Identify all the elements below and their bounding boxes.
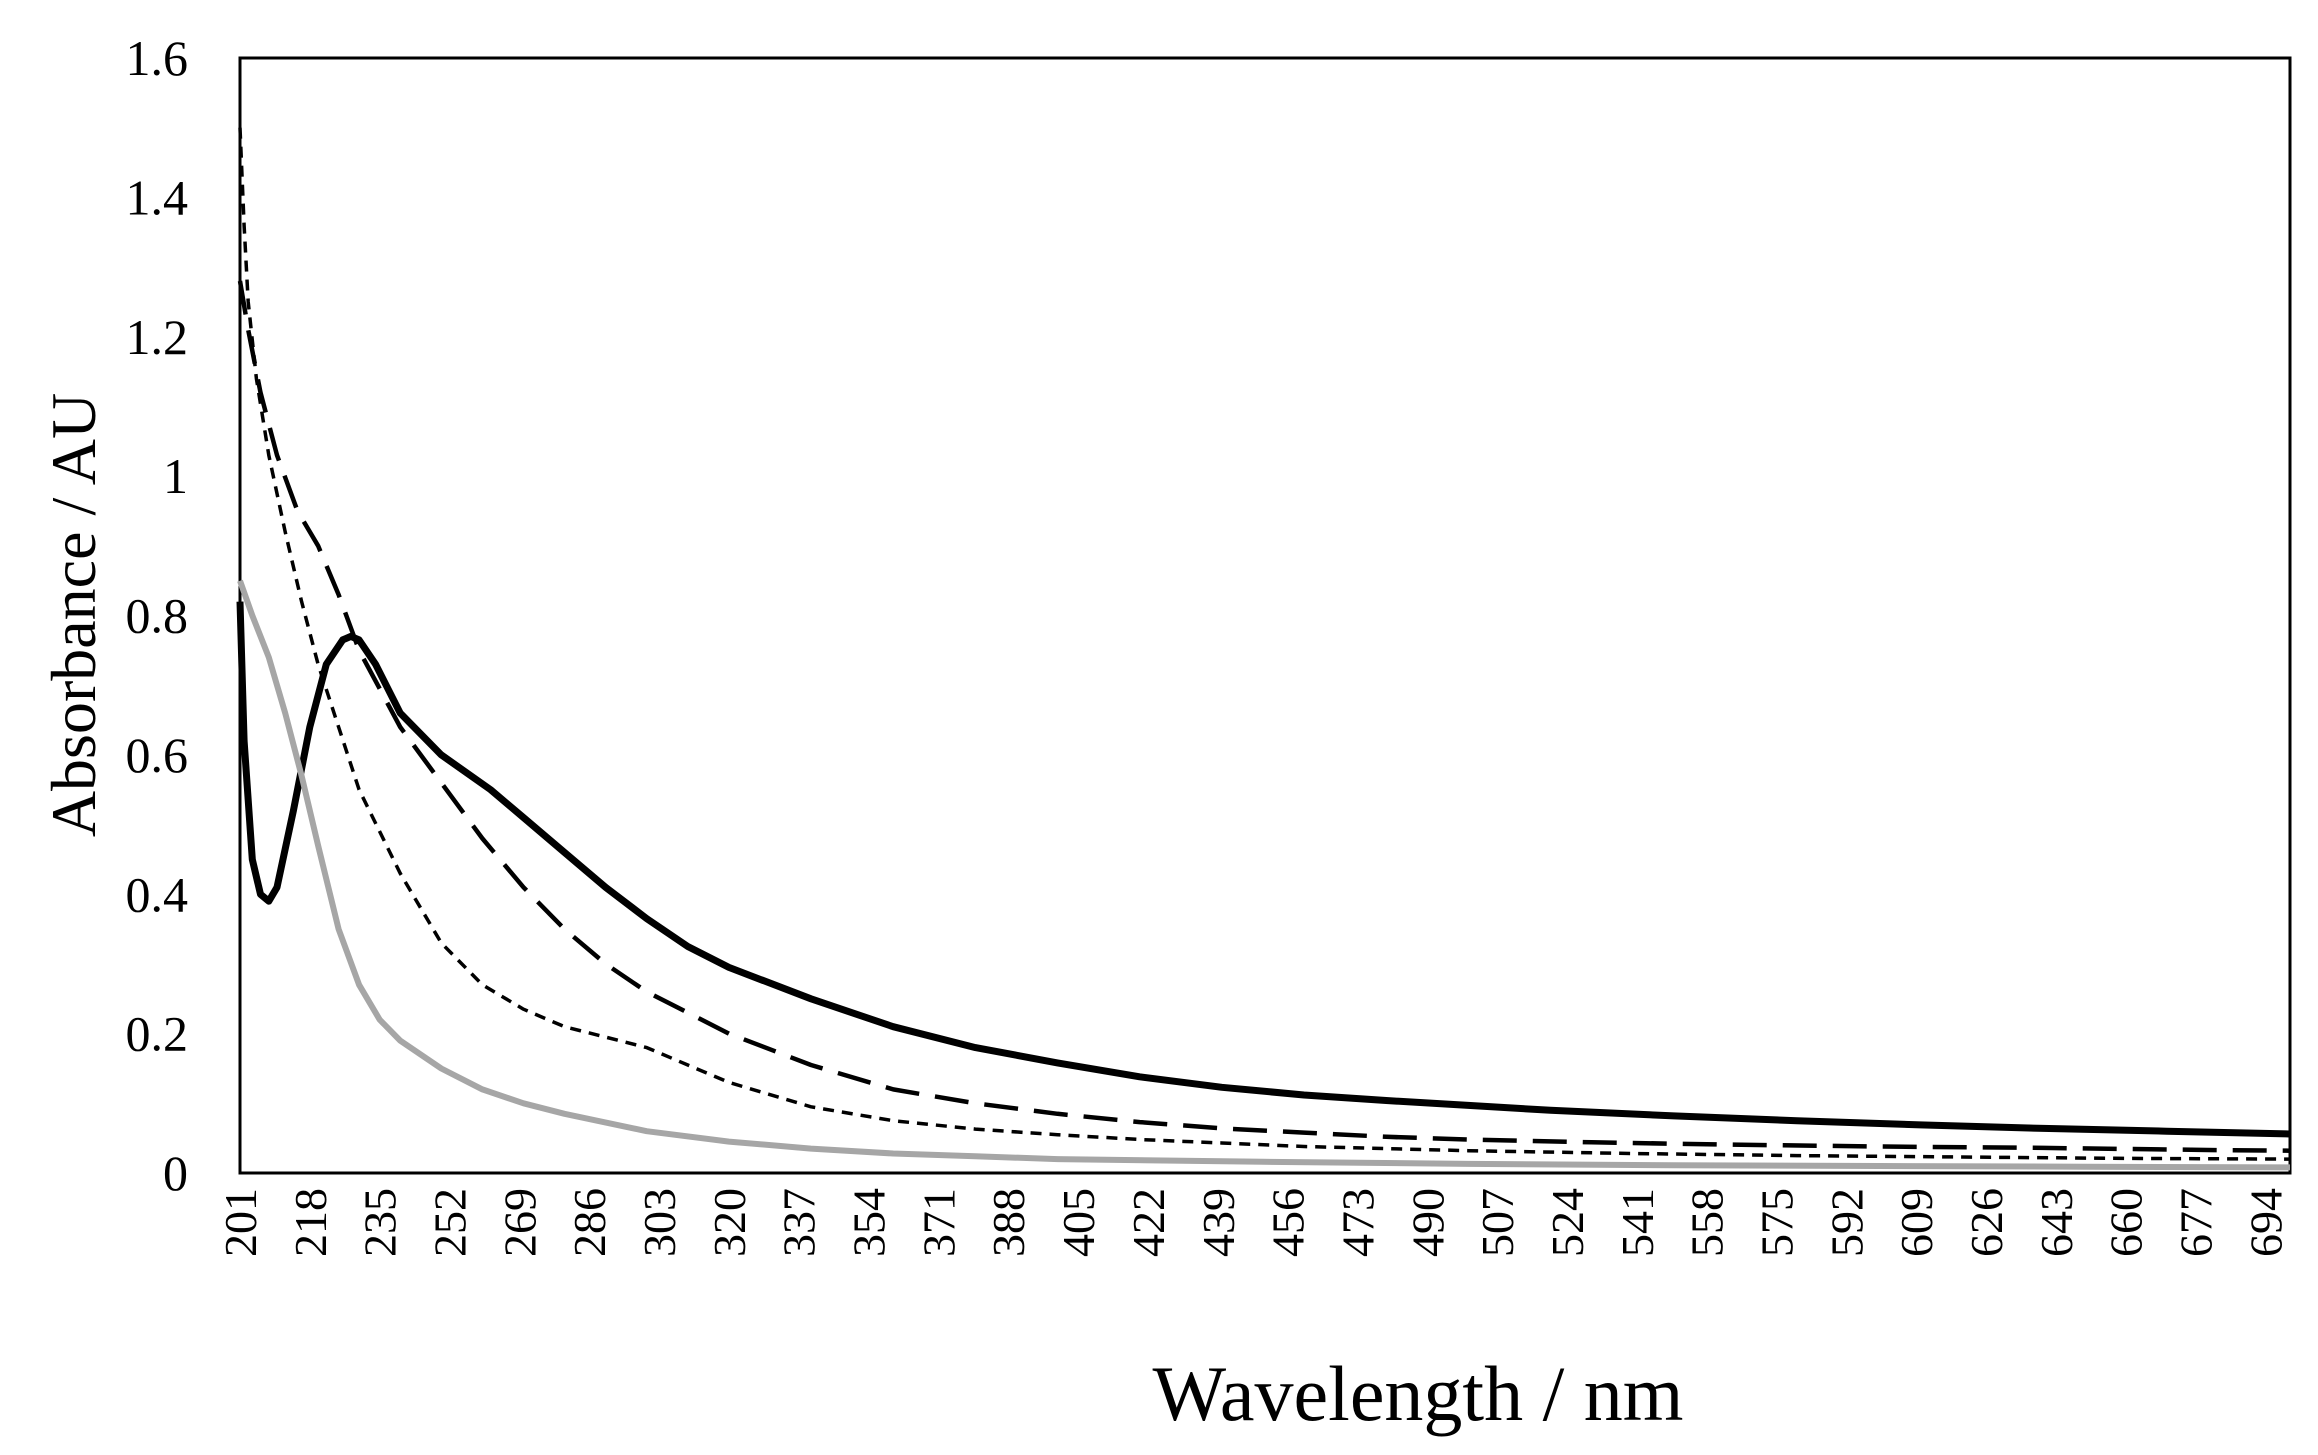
x-tick-label: 694 xyxy=(2240,1188,2291,1257)
x-tick-label: 456 xyxy=(1263,1188,1314,1257)
y-tick-label: 1 xyxy=(163,448,188,504)
x-tick-label: 439 xyxy=(1193,1188,1244,1257)
x-tick-label: 235 xyxy=(355,1188,406,1257)
y-tick-label: 1.4 xyxy=(126,169,189,225)
y-tick-label: 0.2 xyxy=(126,1006,189,1062)
series-line-3 xyxy=(238,127,2291,1161)
x-tick-label: 592 xyxy=(1821,1188,1872,1257)
x-tick-label: 286 xyxy=(564,1188,615,1257)
y-tick-label: 1.6 xyxy=(126,30,189,86)
x-tick-label: 677 xyxy=(2171,1188,2222,1257)
x-tick-label: 660 xyxy=(2101,1188,2152,1257)
x-tick-label: 626 xyxy=(1961,1188,2012,1257)
x-tick-label: 524 xyxy=(1542,1188,1593,1257)
x-tick-label: 609 xyxy=(1891,1188,1942,1257)
y-tick-label: 1.2 xyxy=(126,309,189,365)
x-tick-label: 575 xyxy=(1751,1188,1802,1257)
x-tick-label: 490 xyxy=(1402,1188,1453,1257)
x-axis-title: Wavelength / nm xyxy=(1153,1350,1684,1437)
x-tick-label: 643 xyxy=(2031,1188,2082,1257)
x-tick-label: 558 xyxy=(1682,1188,1733,1257)
x-tick-label: 354 xyxy=(844,1188,895,1257)
x-tick-label: 405 xyxy=(1053,1188,1104,1257)
y-tick-label: 0.8 xyxy=(126,588,189,644)
x-tick-label: 303 xyxy=(634,1188,685,1257)
x-tick-label: 422 xyxy=(1123,1188,1174,1257)
x-tick-label: 371 xyxy=(913,1188,964,1257)
x-tick-label: 320 xyxy=(704,1188,755,1257)
x-tick-label: 473 xyxy=(1332,1188,1383,1257)
y-tick-label: 0.4 xyxy=(126,866,189,922)
x-tick-labels: 201 218 235 252 269 286 303 320 337 354 371 388 405 4… xyxy=(215,1188,2291,1257)
y-tick-label: 0 xyxy=(163,1145,188,1201)
x-tick-label: 252 xyxy=(425,1188,476,1257)
x-tick-label: 201 xyxy=(215,1188,266,1257)
x-tick-label: 269 xyxy=(494,1188,545,1257)
x-tick-label: 388 xyxy=(983,1188,1034,1257)
plot-frame xyxy=(238,56,2292,1175)
y-tick-label: 0.6 xyxy=(126,727,189,783)
series-layer xyxy=(236,127,2291,1171)
series-line-1 xyxy=(236,601,2291,1138)
x-tick-label: 541 xyxy=(1612,1188,1663,1257)
series-line-4 xyxy=(237,579,2291,1171)
y-axis-title: Absorbance / AU xyxy=(38,393,109,837)
y-tick-labels: 0 0.2 0.4 0.6 0.8 1 1.2 1.4 1.6 xyxy=(126,30,189,1201)
x-tick-label: 507 xyxy=(1472,1188,1523,1257)
x-tick-label: 218 xyxy=(285,1188,336,1257)
x-tick-label: 337 xyxy=(774,1188,825,1257)
series-line-2 xyxy=(237,280,2291,1153)
